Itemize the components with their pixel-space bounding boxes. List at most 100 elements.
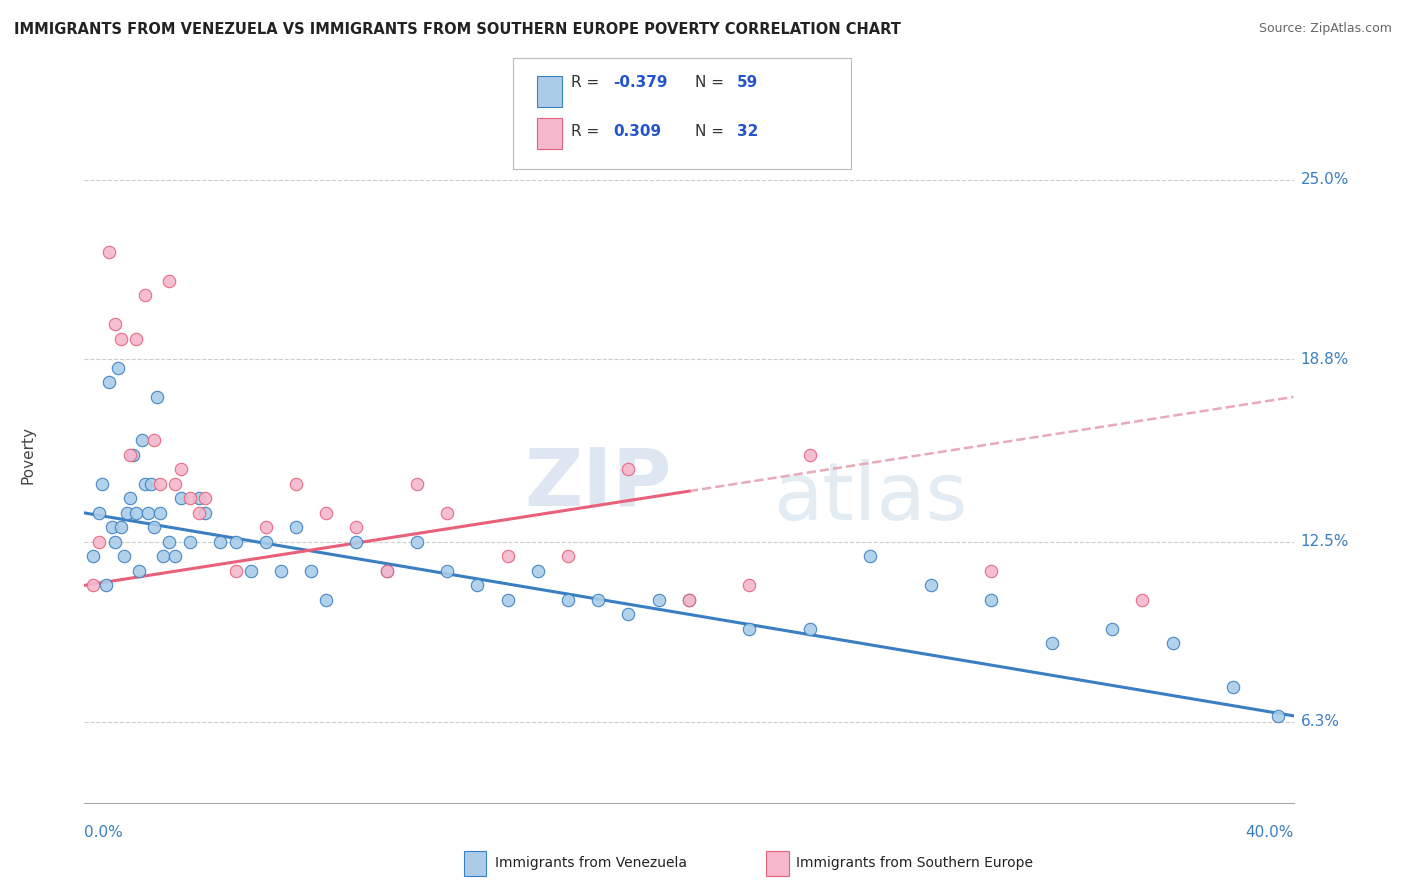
Point	[110, 332, 132, 346]
Text: -0.379: -0.379	[613, 75, 668, 89]
Point	[1161, 636, 1184, 650]
Point	[188, 506, 211, 520]
Point	[146, 390, 169, 404]
Point	[284, 476, 308, 491]
Point	[557, 549, 579, 564]
Point	[270, 564, 292, 578]
Point	[647, 592, 671, 607]
Text: 12.5%: 12.5%	[1301, 534, 1348, 549]
Point	[91, 476, 114, 491]
Point	[315, 592, 337, 607]
Point	[738, 578, 761, 592]
Point	[152, 549, 174, 564]
Point	[104, 318, 127, 332]
Point	[118, 448, 141, 462]
Point	[1130, 592, 1153, 607]
Point	[125, 332, 148, 346]
Text: 0.309: 0.309	[613, 124, 661, 138]
Text: 6.3%: 6.3%	[1301, 714, 1340, 729]
Point	[799, 622, 821, 636]
Point	[209, 534, 232, 549]
Point	[799, 448, 821, 462]
Text: N =: N =	[695, 124, 728, 138]
Point	[738, 622, 761, 636]
Text: 25.0%: 25.0%	[1301, 172, 1348, 187]
Text: Immigrants from Venezuela: Immigrants from Venezuela	[495, 856, 688, 871]
Point	[406, 476, 429, 491]
Point	[100, 520, 122, 534]
Point	[89, 534, 111, 549]
Point	[1222, 680, 1244, 694]
Point	[165, 476, 187, 491]
Point	[527, 564, 550, 578]
Point	[125, 506, 148, 520]
Point	[346, 534, 368, 549]
Point	[134, 476, 156, 491]
Point	[136, 506, 159, 520]
Point	[104, 534, 127, 549]
Point	[225, 564, 247, 578]
Point	[678, 592, 700, 607]
Text: 40.0%: 40.0%	[1246, 825, 1294, 840]
Point	[436, 506, 458, 520]
Point	[375, 564, 398, 578]
Text: 32: 32	[737, 124, 758, 138]
Point	[920, 578, 942, 592]
Point	[1040, 636, 1063, 650]
Text: 18.8%: 18.8%	[1301, 351, 1348, 367]
Point	[149, 476, 172, 491]
Point	[588, 592, 610, 607]
Point	[557, 592, 579, 607]
Point	[139, 476, 162, 491]
Point	[315, 506, 337, 520]
Point	[980, 592, 1002, 607]
Text: R =: R =	[571, 124, 605, 138]
Point	[121, 448, 143, 462]
Point	[436, 564, 458, 578]
Text: atlas: atlas	[773, 459, 967, 537]
Point	[617, 462, 640, 476]
Point	[225, 534, 247, 549]
Point	[406, 534, 429, 549]
Point	[188, 491, 211, 506]
Point	[94, 578, 117, 592]
Point	[194, 491, 217, 506]
Point	[980, 564, 1002, 578]
Text: Source: ZipAtlas.com: Source: ZipAtlas.com	[1258, 22, 1392, 36]
Point	[157, 274, 180, 288]
Point	[89, 506, 111, 520]
Text: 59: 59	[737, 75, 758, 89]
Text: N =: N =	[695, 75, 728, 89]
Point	[859, 549, 882, 564]
Point	[142, 520, 165, 534]
Point	[131, 434, 153, 448]
Point	[179, 491, 201, 506]
Point	[170, 462, 193, 476]
Point	[142, 434, 165, 448]
Point	[254, 520, 277, 534]
Text: Immigrants from Southern Europe: Immigrants from Southern Europe	[796, 856, 1033, 871]
Point	[346, 520, 368, 534]
Text: IMMIGRANTS FROM VENEZUELA VS IMMIGRANTS FROM SOUTHERN EUROPE POVERTY CORRELATION: IMMIGRANTS FROM VENEZUELA VS IMMIGRANTS …	[14, 22, 901, 37]
Point	[82, 578, 104, 592]
Point	[678, 592, 700, 607]
Text: Poverty: Poverty	[21, 425, 35, 484]
Point	[284, 520, 308, 534]
Text: R =: R =	[571, 75, 605, 89]
Point	[165, 549, 187, 564]
Point	[467, 578, 489, 592]
Point	[149, 506, 172, 520]
Point	[97, 376, 120, 390]
Point	[239, 564, 262, 578]
Point	[375, 564, 398, 578]
Point	[110, 520, 132, 534]
Point	[128, 564, 150, 578]
Point	[179, 534, 201, 549]
Point	[82, 549, 104, 564]
Point	[118, 491, 141, 506]
Point	[157, 534, 180, 549]
Point	[134, 288, 156, 302]
Point	[97, 244, 120, 259]
Point	[194, 506, 217, 520]
Point	[112, 549, 135, 564]
